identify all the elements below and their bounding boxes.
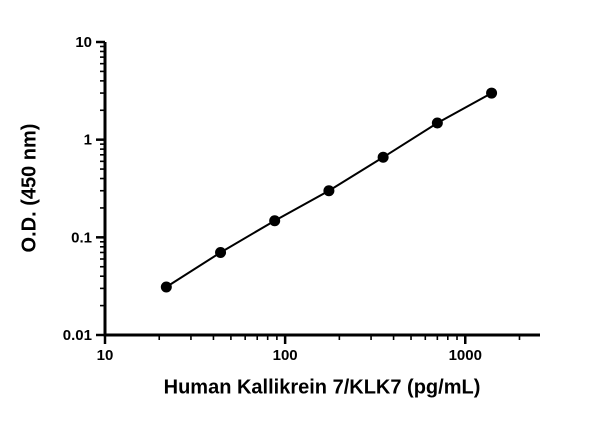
data-point [269,215,281,227]
y-tick-label: 0.1 [71,229,92,246]
x-tick-label: 100 [273,347,298,364]
y-axis-title: O.D. (450 nm) [18,123,41,253]
x-tick-label: 1000 [449,347,482,364]
data-point [377,151,389,163]
x-axis-title: Human Kallikrein 7/KLK7 (pg/mL) [163,376,481,399]
data-point [486,87,498,99]
y-tick-label: 1 [84,132,92,149]
x-tick-label: 10 [97,347,114,364]
axis-spines [103,42,540,337]
data-point [160,281,172,293]
y-tick-label: 0.01 [63,327,92,344]
data-point [431,117,443,129]
data-point [323,185,335,197]
y-tick-label: 10 [75,34,92,51]
data-point [215,246,227,258]
